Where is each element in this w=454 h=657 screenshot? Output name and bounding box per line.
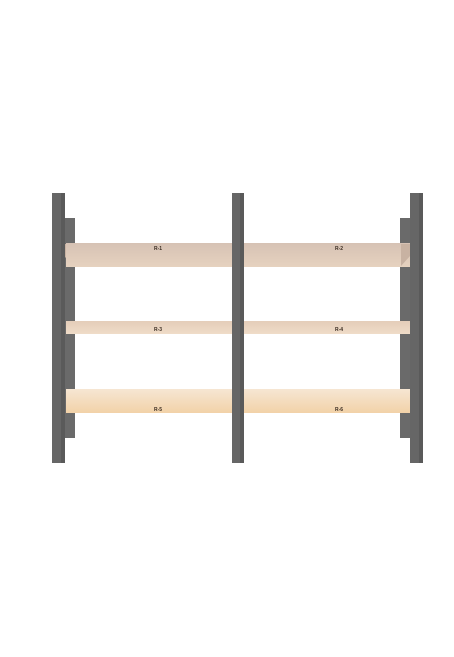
post-center-shade bbox=[240, 193, 244, 463]
shelf-r2 bbox=[244, 243, 410, 267]
shelf-r2-side bbox=[401, 244, 410, 266]
shelf-r3 bbox=[66, 321, 232, 334]
shelf-r1 bbox=[66, 243, 232, 267]
shelf-label-r6: R-6 bbox=[335, 407, 343, 413]
shelf-r5 bbox=[66, 389, 232, 413]
shelf-label-r3: R-3 bbox=[154, 327, 162, 333]
post-front-left-shade bbox=[61, 193, 65, 463]
shelf-r4 bbox=[244, 321, 410, 334]
shelf-label-r5: R-5 bbox=[154, 407, 162, 413]
post-front-right-shade bbox=[419, 193, 423, 463]
shelf-label-r2: R-2 bbox=[335, 246, 343, 252]
shelf-r6 bbox=[244, 389, 410, 413]
shelf-label-r4: R-4 bbox=[335, 327, 343, 333]
shelf-label-r1: R-1 bbox=[154, 246, 162, 252]
